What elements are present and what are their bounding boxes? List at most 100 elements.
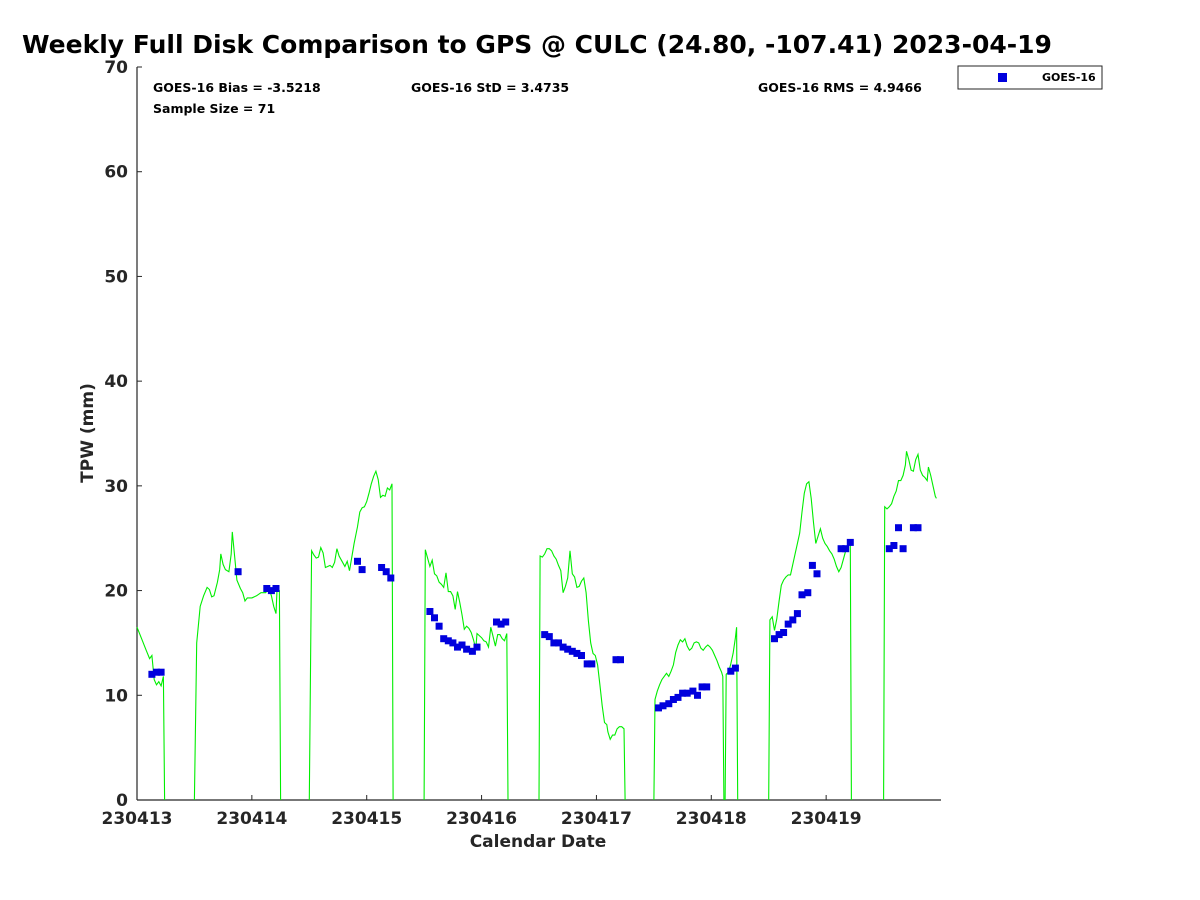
x-tick-label: 230416 xyxy=(446,809,517,829)
goes16-point xyxy=(617,656,624,664)
goes16-point xyxy=(435,622,443,630)
goes16-point xyxy=(775,631,783,639)
goes16-point xyxy=(382,568,390,576)
goes16-point xyxy=(885,545,893,553)
goes16-point xyxy=(895,524,902,532)
legend-label-goes16: GOES-16 xyxy=(1042,71,1096,84)
goes16-point xyxy=(683,689,691,697)
gps-tpw-line xyxy=(538,548,626,801)
goes16-point xyxy=(655,704,662,712)
goes16-point xyxy=(813,570,821,578)
goes16-point xyxy=(426,608,434,615)
goes16-point xyxy=(588,660,596,668)
x-tick-label: 230418 xyxy=(676,809,747,829)
goes16-point xyxy=(808,561,816,569)
goes16-point xyxy=(555,639,562,647)
legend: GOES-16 xyxy=(957,65,1103,90)
goes16-point xyxy=(659,702,667,710)
gps-tpw-line xyxy=(308,469,394,801)
goes16-point xyxy=(578,652,585,659)
goes16-point xyxy=(789,616,797,624)
goes16-point xyxy=(846,538,854,546)
y-tick-label: 40 xyxy=(104,372,128,392)
goes16-point xyxy=(890,542,898,549)
y-tick-label: 20 xyxy=(104,582,128,602)
goes16-point xyxy=(694,691,701,699)
goes16-point xyxy=(771,635,778,643)
gps-tpw-line xyxy=(423,549,509,801)
goes16-point xyxy=(899,545,907,553)
goes16-point xyxy=(612,656,620,664)
goes16-point xyxy=(550,639,558,647)
goes16-point xyxy=(440,635,448,643)
goes16-point xyxy=(669,696,677,703)
goes16-point xyxy=(153,668,160,676)
goes16-point xyxy=(267,587,275,595)
legend-marker-goes16 xyxy=(998,73,1007,82)
gps-tpw-line xyxy=(136,626,166,801)
goes16-point xyxy=(354,557,361,565)
goes16-point xyxy=(568,647,576,655)
x-tick-label: 230415 xyxy=(331,809,402,829)
goes16-point xyxy=(387,574,395,582)
goes-points-layer xyxy=(148,524,922,712)
x-tick-label: 230419 xyxy=(791,809,862,829)
goes16-point xyxy=(234,568,242,576)
plot-area: 0 10 20 30 40 50 60 70 230413 230414 230415 230416… xyxy=(102,58,941,829)
goes16-point xyxy=(545,633,553,641)
goes16-point xyxy=(463,645,471,653)
x-axis-ticks: 230413 230414 230415 230416 230417 230418 2304… xyxy=(102,795,862,829)
goes16-point xyxy=(665,700,673,708)
goes16-point xyxy=(378,564,386,571)
goes16-point xyxy=(703,683,711,691)
goes16-point xyxy=(804,589,812,597)
x-axis-label: Calendar Date xyxy=(470,832,607,852)
goes16-point xyxy=(842,545,850,553)
goes16-point xyxy=(679,689,687,697)
goes16-point xyxy=(689,687,697,695)
goes16-point xyxy=(497,620,505,628)
goes16-point xyxy=(573,649,581,657)
goes16-point xyxy=(148,670,156,678)
goes16-point xyxy=(674,693,682,701)
gps-line-layer xyxy=(136,451,937,801)
goes16-point xyxy=(358,566,366,574)
y-tick-label: 60 xyxy=(104,163,128,183)
stat-std: GOES-16 StD = 3.4735 xyxy=(411,80,569,95)
goes16-point xyxy=(454,643,461,651)
goes16-point xyxy=(502,618,510,626)
goes16-point xyxy=(157,668,165,676)
y-tick-label: 10 xyxy=(104,686,128,706)
goes16-point xyxy=(798,591,806,599)
goes16-point xyxy=(493,618,500,626)
goes16-point xyxy=(541,631,549,639)
x-tick-label: 230414 xyxy=(216,809,287,829)
stat-rms: GOES-16 RMS = 4.9466 xyxy=(758,80,922,95)
goes16-point xyxy=(914,524,922,532)
y-tick-label: 0 xyxy=(116,791,128,811)
goes16-point xyxy=(272,585,280,592)
y-axis-label: TPW (mm) xyxy=(78,383,98,483)
goes16-point xyxy=(431,614,438,622)
chart-title: Weekly Full Disk Comparison to GPS @ CUL… xyxy=(22,30,1052,59)
goes16-point xyxy=(444,637,452,645)
gps-tpw-line xyxy=(653,637,725,801)
y-tick-label: 30 xyxy=(104,477,128,497)
gps-tpw-line xyxy=(724,627,739,801)
stat-bias: GOES-16 Bias = -3.5218 xyxy=(153,80,321,95)
y-tick-label: 70 xyxy=(104,58,128,78)
gps-tpw-line xyxy=(883,451,937,801)
goes16-point xyxy=(909,524,917,532)
y-tick-label: 50 xyxy=(104,267,128,287)
stat-sample-size: Sample Size = 71 xyxy=(153,101,275,116)
x-tick-label: 230417 xyxy=(561,809,632,829)
goes16-point xyxy=(263,585,271,592)
goes16-point xyxy=(731,664,739,672)
y-axis-ticks: 0 10 20 30 40 50 60 70 xyxy=(104,58,142,811)
goes16-point xyxy=(784,620,792,628)
goes16-point xyxy=(564,645,572,653)
goes16-point xyxy=(837,545,845,553)
goes16-point xyxy=(449,639,457,647)
goes16-point xyxy=(559,643,567,651)
